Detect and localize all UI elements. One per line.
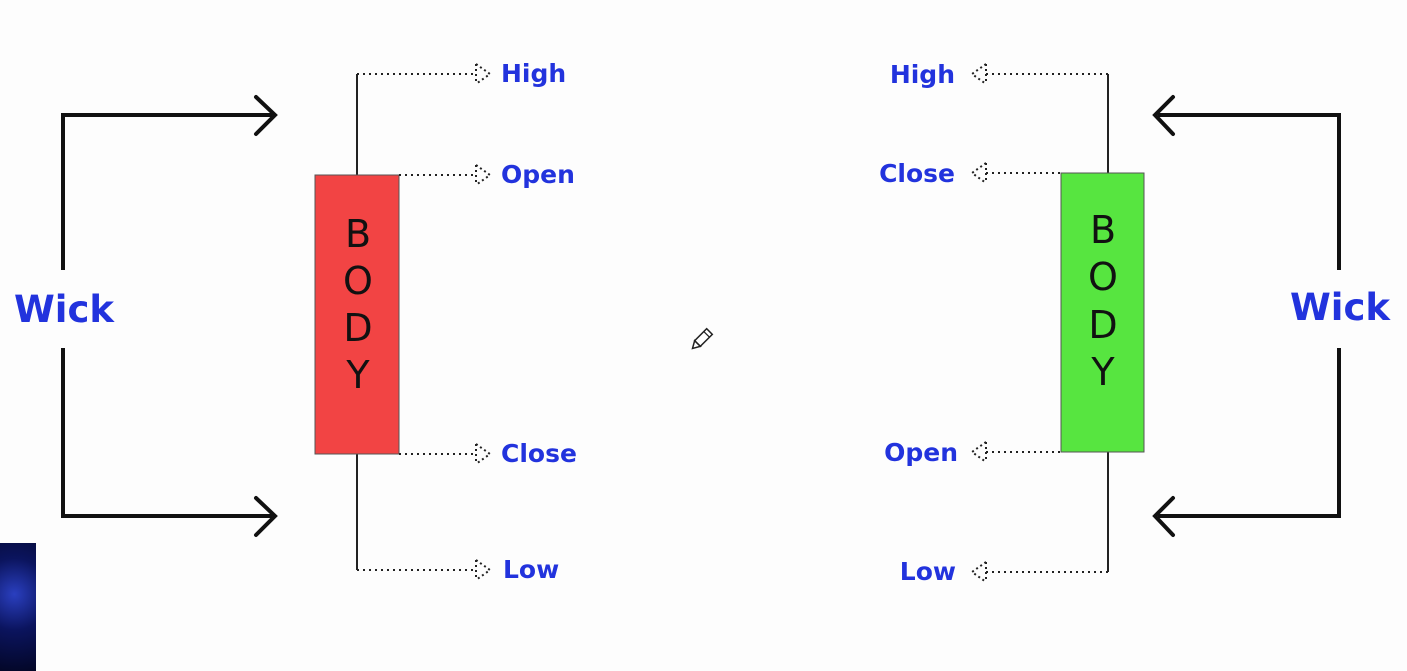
bearish-open-label: Open <box>501 160 575 189</box>
bullish-high-label: High <box>890 60 955 89</box>
pencil-cursor-icon <box>691 327 714 350</box>
bullish-high-arrow-icon <box>970 63 987 85</box>
bearish-wick-bottom-arrow-icon <box>254 496 278 537</box>
bearish-wick-top-arrow-icon <box>254 95 278 136</box>
bullish-low-label: Low <box>900 557 956 586</box>
bullish-wick-top-arrow-icon <box>1152 95 1175 136</box>
bullish-close-label: Close <box>879 159 955 188</box>
bearish-body-letter: Y <box>345 353 370 397</box>
bullish-low-arrow-icon <box>970 561 987 583</box>
bullish-wick-bottom-arrow-icon <box>1152 496 1175 537</box>
bearish-high-label: High <box>501 59 566 88</box>
corner-video-thumbnail <box>0 543 36 671</box>
bearish-body-letter: O <box>343 259 373 303</box>
bearish-candle: Wick B O D Y High Open Close Low <box>14 59 577 584</box>
bearish-body-letter: D <box>343 306 372 350</box>
bullish-close-arrow-icon <box>970 162 987 184</box>
bearish-low-arrow-icon <box>475 559 492 581</box>
bearish-body <box>314 174 400 455</box>
bullish-body-letter: Y <box>1090 350 1115 394</box>
bearish-wick-bracket <box>61 95 278 537</box>
bearish-close-label: Close <box>501 439 577 468</box>
bearish-close-arrow-icon <box>475 443 492 465</box>
bullish-body-letter: B <box>1090 208 1116 252</box>
bullish-wick-bracket <box>1152 95 1341 537</box>
bullish-body <box>1060 172 1145 453</box>
bullish-body-letter: O <box>1088 255 1118 299</box>
bearish-low-label: Low <box>503 555 559 584</box>
bullish-open-label: Open <box>884 438 958 467</box>
bullish-body-letter: D <box>1088 303 1117 347</box>
bearish-body-letter: B <box>345 212 371 256</box>
bullish-wick-label: Wick <box>1290 286 1391 329</box>
bearish-open-arrow-icon <box>475 164 492 186</box>
bullish-candle: Wick B O D Y High Close Open Low <box>879 60 1391 586</box>
bearish-wick-label: Wick <box>14 288 115 331</box>
bullish-open-arrow-icon <box>970 441 987 463</box>
bearish-high-arrow-icon <box>475 63 492 85</box>
